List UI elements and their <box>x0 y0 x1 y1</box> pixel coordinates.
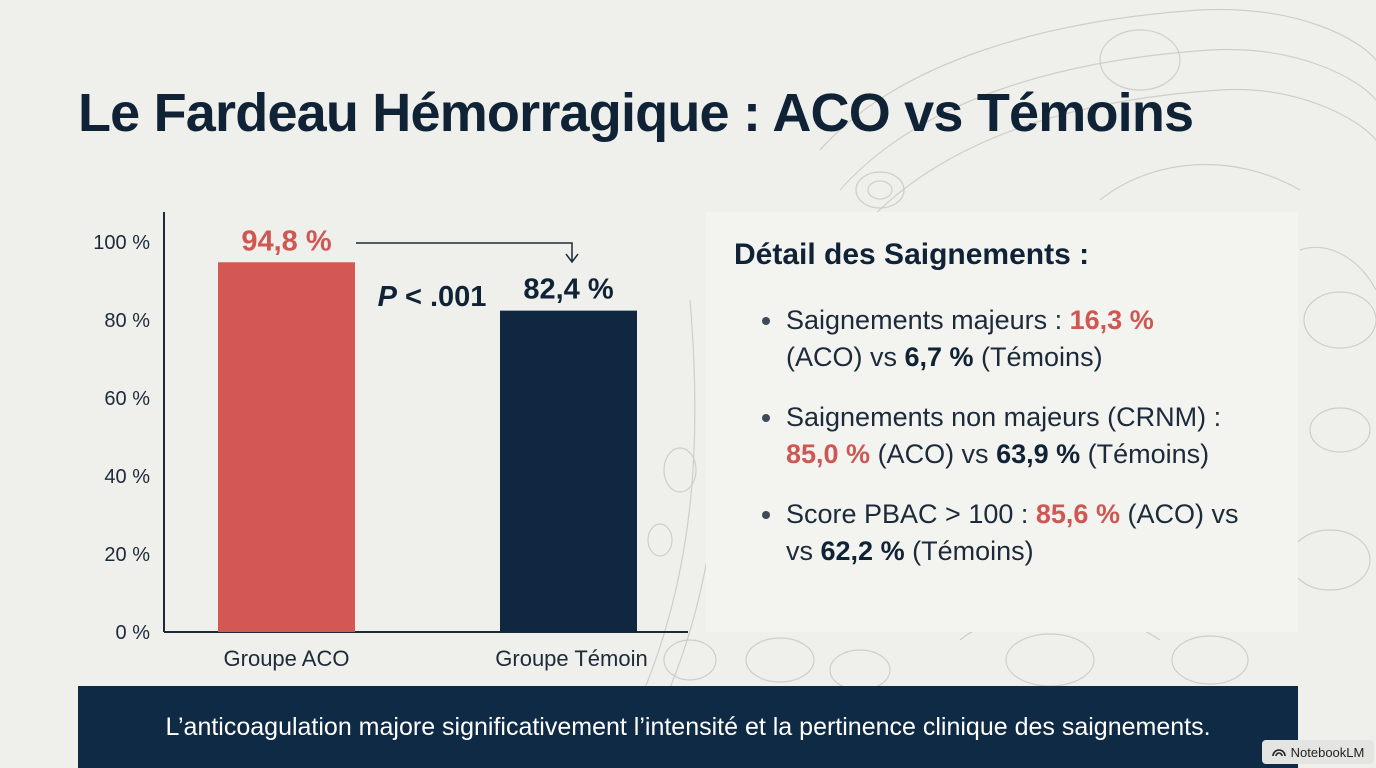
x-tick-label: Groupe Témoin <box>495 646 647 671</box>
panel-title: Détail des Saignements : <box>734 238 1090 271</box>
item-mid: (ACO) vs <box>786 342 905 372</box>
badge-label: NotebookLM <box>1290 744 1365 760</box>
bars-group: 94,8 % Groupe ACO 82,4 % Groupe Témoin <box>218 225 648 671</box>
list-item: Saignements majeurs : 16,3 % (ACO) vs 6,… <box>734 302 1272 376</box>
temoin-value: 63,9 % <box>996 439 1081 469</box>
y-tick-label: 100 % <box>93 232 150 254</box>
significance-arrow <box>356 242 573 262</box>
bar-chart: 0 % 20 % 40 % 60 % 80 % 100 % 94,8 % Groupe AC… <box>93 212 688 671</box>
y-axis-ticks: 0 % 20 % 40 % 60 % 80 % 100 % <box>93 232 150 644</box>
item-end: (Témoins) <box>904 536 1034 566</box>
item-mid: (ACO) vs <box>1119 499 1239 529</box>
p-rest: < .001 <box>397 281 487 313</box>
details-list: Saignements majeurs : 16,3 % (ACO) vs 6,… <box>734 302 1272 570</box>
y-tick-label: 0 % <box>116 622 151 644</box>
data-label: 94,8 % <box>241 225 331 257</box>
data-label: 82,4 % <box>523 274 613 306</box>
list-item: Score PBAC > 100 : 85,6 % (ACO) vs vs 62… <box>734 496 1272 570</box>
bullet-icon <box>762 317 770 325</box>
item-end: (Témoins) <box>973 342 1103 372</box>
aco-value: 16,3 % <box>1069 305 1154 335</box>
y-tick-label: 20 % <box>104 544 150 566</box>
item-label: Saignements majeurs : <box>786 305 1070 335</box>
bleeding-details-panel: Détail des Saignements : Saignements maj… <box>706 212 1298 632</box>
y-tick-label: 40 % <box>104 466 150 488</box>
page-title: Le Fardeau Hémorragique : ACO vs Témoins <box>78 83 1194 143</box>
significance-arrowhead <box>565 253 579 264</box>
temoin-value: 6,7 % <box>904 342 974 372</box>
p-value-annotation: P < .001 <box>378 281 487 313</box>
y-tick-label: 80 % <box>104 310 150 332</box>
item-end: (Témoins) <box>1080 439 1210 469</box>
temoin-value: 62,2 % <box>820 536 905 566</box>
conclusion-banner: L’anticoagulation majore significativeme… <box>78 686 1298 768</box>
notebooklm-logo-icon <box>1271 749 1286 757</box>
bullet-icon <box>762 511 770 519</box>
x-tick-label: Groupe ACO <box>224 646 350 671</box>
item-label: Score PBAC > 100 : <box>786 499 1036 529</box>
aco-value: 85,0 % <box>786 439 871 469</box>
item-label: Saignements non majeurs (CRNM) : <box>786 402 1222 432</box>
bar <box>500 310 637 632</box>
item-mid: (ACO) vs <box>870 439 997 469</box>
bar <box>218 262 355 632</box>
aco-value: 85,6 % <box>1035 499 1120 529</box>
list-item: Saignements non majeurs (CRNM) : 85,0 % … <box>734 399 1272 473</box>
p-italic: P <box>378 281 398 313</box>
item-mid-vs: vs <box>786 536 821 566</box>
notebooklm-badge[interactable]: NotebookLM <box>1262 740 1374 764</box>
bullet-icon <box>762 414 770 422</box>
y-tick-label: 60 % <box>104 388 150 410</box>
